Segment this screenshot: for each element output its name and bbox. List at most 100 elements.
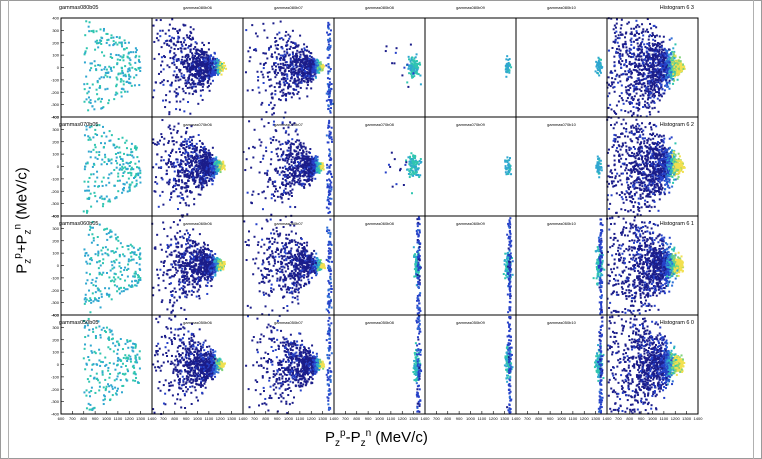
data-point bbox=[177, 57, 180, 60]
data-point bbox=[97, 42, 100, 45]
data-point bbox=[328, 81, 331, 84]
data-point bbox=[199, 156, 202, 159]
data-point bbox=[90, 150, 93, 153]
data-point bbox=[289, 190, 292, 193]
data-point bbox=[294, 60, 297, 63]
data-point bbox=[190, 43, 193, 46]
data-point bbox=[286, 75, 289, 78]
data-point bbox=[198, 73, 201, 76]
data-point bbox=[189, 83, 192, 86]
data-point bbox=[197, 169, 200, 172]
data-point bbox=[308, 68, 311, 71]
data-point bbox=[292, 81, 295, 84]
data-point bbox=[208, 159, 211, 162]
data-point bbox=[176, 174, 179, 177]
data-point bbox=[635, 55, 638, 58]
data-point bbox=[109, 53, 112, 56]
data-point bbox=[135, 147, 138, 150]
data-point bbox=[633, 61, 636, 64]
data-point bbox=[619, 57, 622, 60]
data-point bbox=[297, 79, 300, 82]
data-point bbox=[184, 54, 187, 57]
data-point bbox=[168, 101, 171, 104]
data-point bbox=[206, 75, 209, 78]
data-point bbox=[327, 66, 330, 69]
data-point bbox=[648, 55, 651, 58]
data-point bbox=[274, 36, 277, 39]
data-point bbox=[123, 170, 126, 173]
data-point bbox=[213, 51, 216, 54]
data-point bbox=[261, 73, 264, 76]
data-point bbox=[248, 46, 251, 49]
data-point bbox=[631, 114, 634, 117]
data-point bbox=[206, 64, 209, 67]
data-point bbox=[202, 53, 205, 56]
data-point bbox=[410, 58, 413, 61]
data-point bbox=[674, 60, 677, 63]
data-point bbox=[207, 58, 210, 61]
data-point bbox=[663, 92, 666, 95]
data-point bbox=[304, 72, 307, 75]
data-point bbox=[175, 108, 178, 111]
data-point bbox=[625, 79, 628, 82]
data-point bbox=[170, 192, 173, 195]
data-point bbox=[607, 106, 610, 109]
data-point bbox=[310, 74, 313, 77]
data-point bbox=[273, 70, 276, 73]
data-point bbox=[181, 193, 184, 196]
data-point bbox=[262, 67, 265, 70]
data-point bbox=[278, 66, 281, 69]
data-point bbox=[269, 78, 272, 81]
data-point bbox=[204, 180, 207, 183]
data-point bbox=[412, 72, 415, 75]
data-point bbox=[133, 177, 136, 180]
data-point bbox=[161, 29, 164, 32]
data-point bbox=[291, 62, 294, 65]
data-point bbox=[286, 161, 289, 164]
data-point bbox=[179, 68, 182, 71]
data-point bbox=[221, 69, 224, 72]
data-point bbox=[617, 51, 620, 54]
data-point bbox=[206, 160, 209, 163]
data-point bbox=[312, 63, 315, 66]
data-point bbox=[112, 40, 115, 43]
data-point bbox=[177, 122, 180, 125]
data-point bbox=[125, 47, 128, 50]
data-point bbox=[662, 35, 665, 38]
data-point bbox=[128, 186, 131, 189]
data-point bbox=[284, 34, 287, 37]
data-point bbox=[292, 70, 295, 73]
data-point bbox=[207, 79, 210, 82]
data-point bbox=[613, 61, 616, 64]
data-point bbox=[653, 101, 656, 104]
data-point bbox=[327, 56, 330, 59]
data-point bbox=[317, 62, 320, 65]
data-point bbox=[222, 62, 225, 65]
data-point bbox=[208, 177, 211, 180]
data-point bbox=[115, 53, 118, 56]
data-point bbox=[173, 47, 176, 50]
data-point bbox=[106, 32, 109, 35]
data-point bbox=[641, 78, 644, 81]
data-point bbox=[298, 51, 301, 54]
data-point bbox=[247, 50, 250, 53]
data-point bbox=[292, 57, 295, 60]
data-point bbox=[286, 159, 289, 162]
data-point bbox=[669, 72, 672, 75]
panel-title: gammas080b07 bbox=[274, 5, 303, 10]
data-point bbox=[121, 69, 124, 72]
data-point bbox=[98, 86, 101, 89]
data-point bbox=[196, 77, 199, 80]
data-point bbox=[153, 40, 156, 43]
data-point bbox=[279, 20, 282, 23]
data-point bbox=[613, 85, 616, 88]
data-point bbox=[181, 151, 184, 154]
data-point bbox=[636, 24, 639, 27]
data-point bbox=[601, 66, 604, 69]
data-point bbox=[293, 81, 296, 84]
data-point bbox=[286, 51, 289, 54]
data-point bbox=[156, 182, 159, 185]
data-point bbox=[191, 171, 194, 174]
data-point bbox=[173, 43, 176, 46]
data-point bbox=[285, 30, 288, 33]
